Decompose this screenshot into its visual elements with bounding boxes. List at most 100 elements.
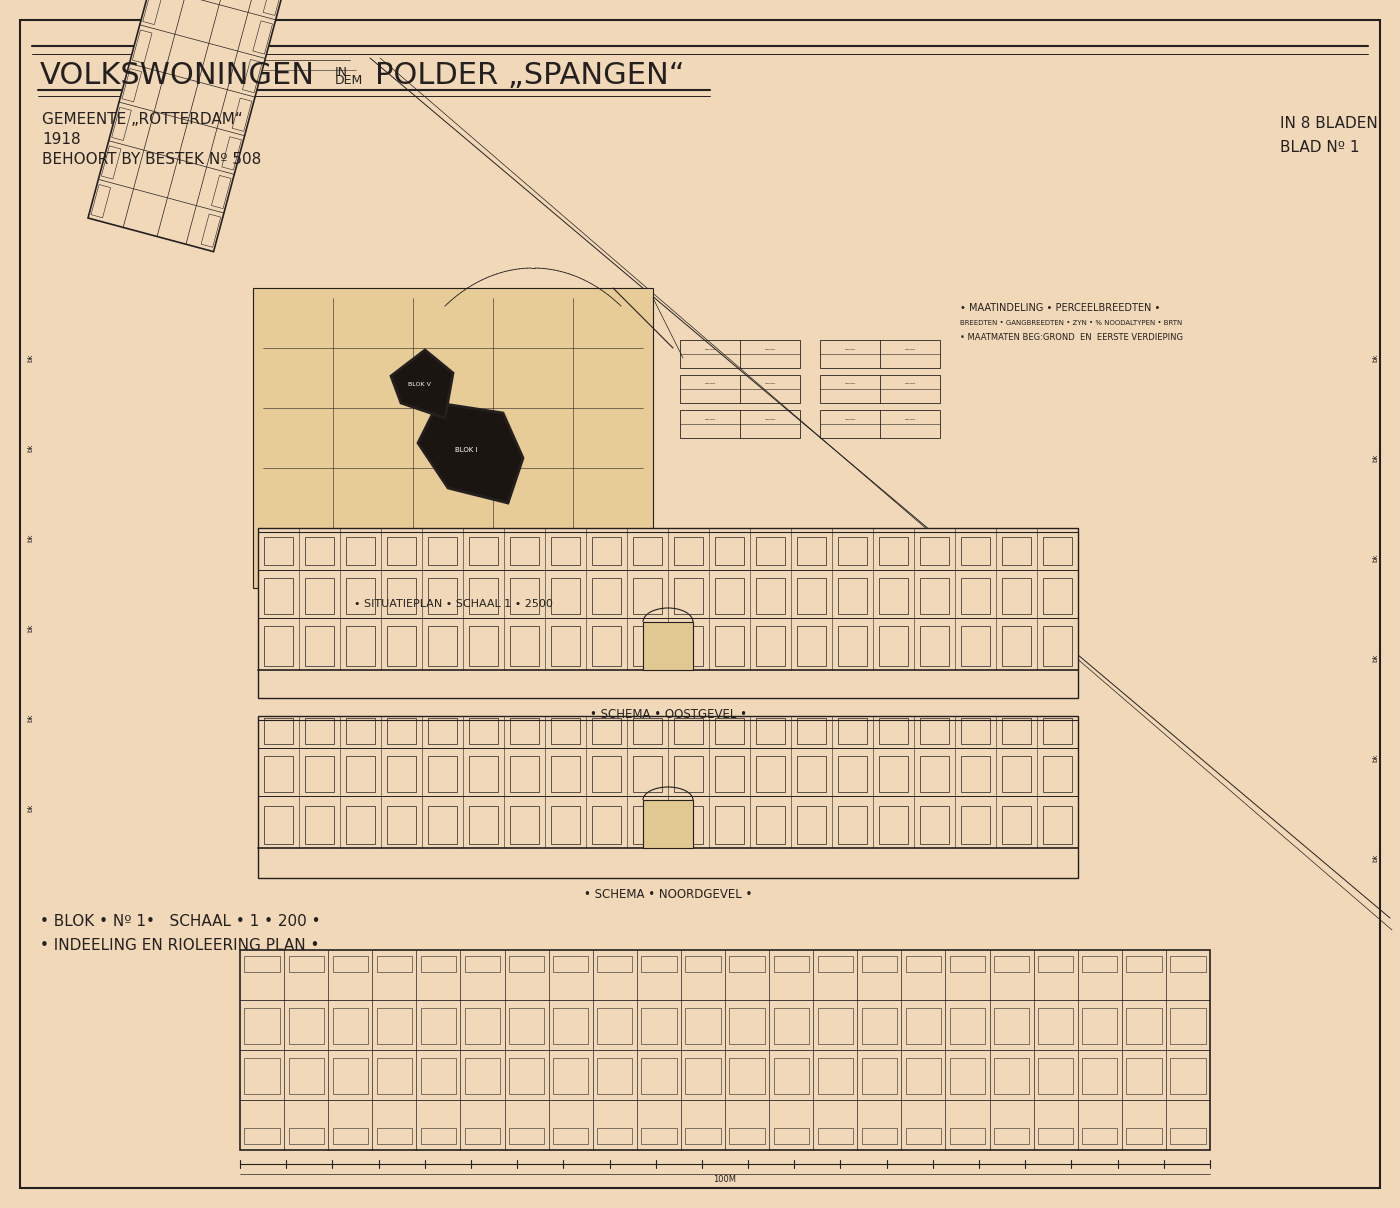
Text: • SCHEMA • NOORDGEVEL •: • SCHEMA • NOORDGEVEL •	[584, 888, 752, 900]
Bar	[388, 577, 416, 614]
Bar	[1037, 1058, 1074, 1094]
Bar	[421, 1007, 456, 1044]
Bar	[920, 577, 949, 614]
Bar	[1082, 1007, 1117, 1044]
Bar	[756, 538, 785, 565]
Bar	[773, 956, 809, 972]
Text: ____: ____	[844, 379, 855, 384]
Text: BREEDTEN • GANGBREEDTEN • ZYN • % NOODALTYPEN • BRTN: BREEDTEN • GANGBREEDTEN • ZYN • % NOODAL…	[960, 320, 1182, 326]
Bar	[1002, 806, 1030, 844]
Bar	[839, 756, 867, 792]
Bar	[949, 1058, 986, 1094]
Bar	[465, 1128, 500, 1144]
Bar	[469, 756, 498, 792]
Bar	[797, 577, 826, 614]
Bar	[962, 718, 990, 744]
Bar	[962, 626, 990, 666]
Text: bk: bk	[1372, 854, 1378, 863]
Text: bk: bk	[1372, 553, 1378, 562]
Bar	[469, 577, 498, 614]
Bar	[265, 718, 293, 744]
Bar	[643, 622, 693, 670]
Bar	[879, 577, 907, 614]
Bar	[258, 716, 1078, 878]
Bar	[1043, 806, 1072, 844]
Bar	[1043, 718, 1072, 744]
Text: ____: ____	[844, 414, 855, 419]
Bar	[994, 1128, 1029, 1144]
Bar	[305, 626, 333, 666]
Text: ____: ____	[704, 379, 715, 384]
Text: • INDEELING EN RIOLEERING PLAN •: • INDEELING EN RIOLEERING PLAN •	[41, 939, 319, 953]
Bar	[258, 528, 1078, 698]
Bar	[552, 577, 580, 614]
Text: GEMEENTE „ROTTERDAM“: GEMEENTE „ROTTERDAM“	[42, 112, 242, 128]
Bar	[510, 756, 539, 792]
Bar	[949, 1128, 986, 1144]
Text: bk: bk	[27, 354, 34, 362]
Bar	[421, 956, 456, 972]
Bar	[818, 1007, 853, 1044]
Bar	[510, 806, 539, 844]
Bar	[388, 806, 416, 844]
Bar	[949, 956, 986, 972]
Bar	[994, 1058, 1029, 1094]
Bar	[1126, 1128, 1162, 1144]
Bar	[797, 538, 826, 565]
Text: ____: ____	[844, 344, 855, 349]
Bar	[633, 806, 662, 844]
Bar	[428, 538, 456, 565]
Bar	[553, 1128, 588, 1144]
Bar	[839, 806, 867, 844]
Bar	[1043, 577, 1072, 614]
Bar	[469, 538, 498, 565]
Text: bk: bk	[27, 803, 34, 812]
Bar	[920, 756, 949, 792]
Bar	[598, 1128, 633, 1144]
Bar	[675, 538, 703, 565]
Bar	[1002, 538, 1030, 565]
Bar	[633, 718, 662, 744]
Bar	[675, 756, 703, 792]
Bar	[592, 626, 620, 666]
Bar	[879, 626, 907, 666]
Bar	[428, 577, 456, 614]
Bar	[686, 956, 721, 972]
Bar	[715, 538, 743, 565]
Bar	[245, 1058, 280, 1094]
Bar	[797, 626, 826, 666]
Bar	[305, 806, 333, 844]
Bar	[994, 956, 1029, 972]
Bar	[820, 374, 939, 403]
Bar	[818, 1058, 853, 1094]
Text: VOLKSWONINGEN: VOLKSWONINGEN	[41, 60, 315, 89]
Bar	[994, 1007, 1029, 1044]
Bar	[510, 1058, 545, 1094]
Bar	[962, 806, 990, 844]
Bar	[598, 1058, 633, 1094]
Bar	[1082, 956, 1117, 972]
Bar	[510, 1128, 545, 1144]
Bar	[879, 806, 907, 844]
Text: • SITUATIEPLAN • SCHAAL 1 • 2500: • SITUATIEPLAN • SCHAAL 1 • 2500	[354, 599, 553, 609]
Bar	[797, 806, 826, 844]
Bar	[820, 339, 939, 368]
Bar	[421, 1128, 456, 1144]
Bar	[949, 1007, 986, 1044]
Bar	[333, 1058, 368, 1094]
Text: bk: bk	[1372, 754, 1378, 762]
Bar	[428, 626, 456, 666]
Bar	[553, 956, 588, 972]
Bar	[428, 718, 456, 744]
Bar	[592, 718, 620, 744]
Bar	[288, 1007, 323, 1044]
Bar	[633, 756, 662, 792]
Bar	[421, 1058, 456, 1094]
Bar	[1126, 1058, 1162, 1094]
Bar	[305, 577, 333, 614]
Text: 1918: 1918	[42, 133, 81, 147]
Bar	[1002, 756, 1030, 792]
Bar	[553, 1007, 588, 1044]
Bar	[643, 800, 693, 848]
Text: DEM: DEM	[335, 74, 363, 87]
